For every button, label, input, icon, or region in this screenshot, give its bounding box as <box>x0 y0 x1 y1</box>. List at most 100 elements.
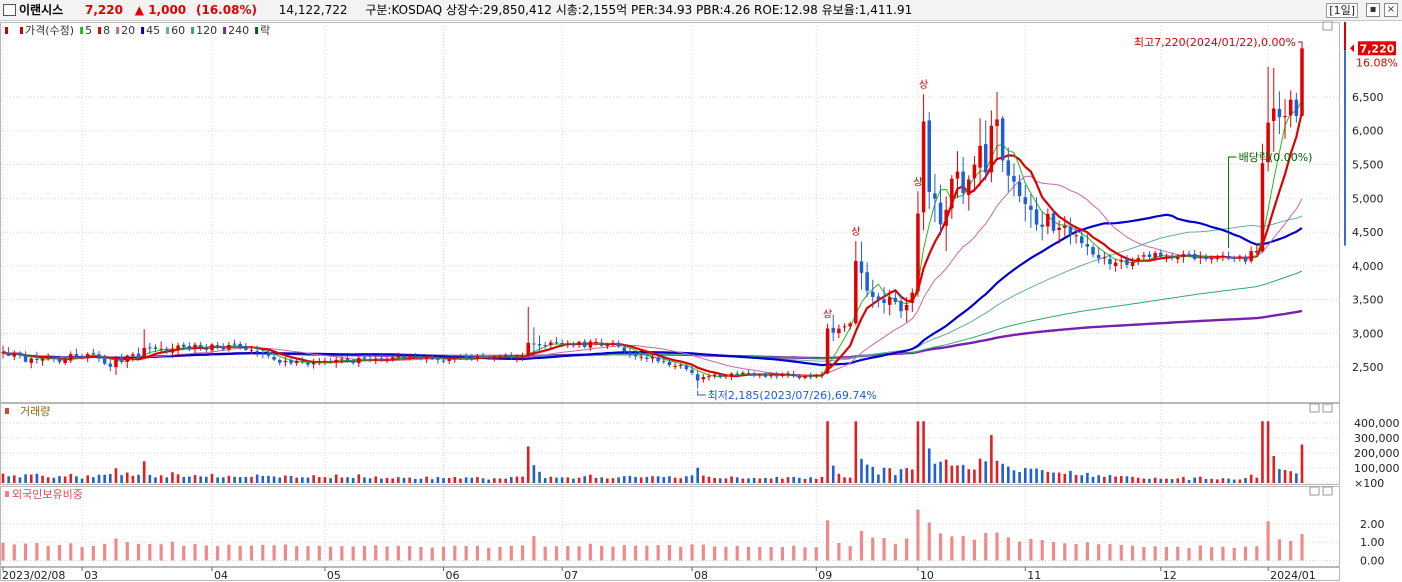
candle-body <box>306 362 310 365</box>
x-tick-label: 10 <box>920 569 934 582</box>
volume-bar <box>1255 477 1259 483</box>
price-y-tick-label: 6,500 <box>1352 91 1384 104</box>
volume-bar <box>724 478 728 483</box>
candle-body <box>577 341 581 345</box>
foreign-y-tick-label: 0.00 <box>1360 555 1385 568</box>
volume-bar <box>1261 421 1264 483</box>
volume-bar <box>272 476 276 483</box>
window-icon[interactable] <box>3 4 16 16</box>
candle-body <box>582 341 587 347</box>
candle-body <box>1164 256 1169 258</box>
foreign-bar <box>317 545 321 561</box>
candle-body <box>1266 122 1270 163</box>
volume-bar <box>1176 478 1180 483</box>
volume-bar <box>860 458 863 483</box>
foreign-bar <box>12 544 16 561</box>
x-tick-label: 09 <box>818 569 832 582</box>
candle-body <box>80 356 84 358</box>
foreign-bar <box>204 545 208 561</box>
legend-swatch <box>255 27 259 34</box>
candle-body <box>63 359 67 363</box>
volume-bar <box>668 476 671 483</box>
volume-bar <box>1278 469 1281 483</box>
foreign-bar <box>182 545 186 561</box>
candle-body <box>1046 213 1050 227</box>
candle-body <box>379 358 384 361</box>
volume-bar <box>837 473 841 483</box>
candle-body <box>1102 257 1107 259</box>
volume-bar <box>1193 477 1196 483</box>
legend-swatch <box>166 27 170 34</box>
volume-bar <box>86 475 90 483</box>
volume-bar <box>41 475 44 483</box>
candle-body <box>244 346 248 350</box>
foreign-bar <box>1130 545 1135 561</box>
foreign-bar <box>532 535 536 561</box>
foreign-bar <box>1255 546 1259 561</box>
volume-bar <box>1023 468 1027 483</box>
x-tick-label: 2024/01 <box>1270 569 1316 582</box>
volume-bar <box>397 477 400 483</box>
volume-bar <box>193 475 197 483</box>
candle-body <box>430 356 434 360</box>
candle-body <box>763 374 768 377</box>
candle-body <box>1006 160 1011 176</box>
candle-body <box>1215 257 1220 259</box>
volume-bar <box>1 473 5 483</box>
foreign-bar <box>35 542 39 561</box>
volume-bar <box>572 478 575 483</box>
candle-body <box>441 360 446 362</box>
candle-body <box>887 297 892 305</box>
candle-body <box>1142 255 1146 257</box>
volume-bar <box>284 475 287 483</box>
foreign-bar <box>1051 542 1056 561</box>
foreign-bar <box>1142 546 1146 561</box>
candle-body <box>724 375 728 377</box>
volume-bar <box>312 475 315 483</box>
volume-bar <box>707 476 711 483</box>
price-change: ▲ 1,000 <box>134 3 187 17</box>
volume-bar <box>1159 478 1163 483</box>
candle-body <box>808 376 813 378</box>
volume-bar <box>216 477 219 483</box>
candle-body <box>645 357 649 359</box>
volume-bar <box>205 476 208 483</box>
candle-body <box>656 357 660 362</box>
volume-bar <box>803 478 807 483</box>
volume-bar <box>1232 479 1236 483</box>
volume-bar <box>1204 479 1208 483</box>
volume-bar <box>1300 444 1304 483</box>
volume-bar <box>244 476 248 483</box>
foreign-bar <box>724 546 728 561</box>
period-selector[interactable]: [1일] <box>1326 3 1358 18</box>
candle-body <box>323 360 327 362</box>
candle-body <box>820 374 824 376</box>
candle-body <box>498 356 502 358</box>
foreign-bar <box>713 546 717 561</box>
volume-bar <box>374 476 378 483</box>
candle-body <box>204 347 209 350</box>
minimize-icon[interactable]: ▪ <box>1366 3 1380 17</box>
close-icon[interactable]: × <box>1384 3 1398 17</box>
panel-button <box>1322 486 1333 496</box>
candle-body <box>1192 254 1197 259</box>
volume-bar <box>696 467 699 483</box>
candle-body <box>1012 176 1016 182</box>
volume-bar <box>1035 468 1038 483</box>
foreign-bar <box>972 539 977 561</box>
candle-body <box>23 354 28 362</box>
candle-body <box>215 345 220 347</box>
foreign-bar <box>1 542 5 561</box>
candle-body <box>351 361 355 364</box>
volume-bar <box>735 477 739 483</box>
foreign-bar <box>1119 544 1123 561</box>
foreign-bar <box>261 544 265 561</box>
volume-bar <box>950 465 954 483</box>
volume-bar <box>606 478 609 483</box>
title-bar: 이랜시스 7,220 ▲ 1,000 (16.08%) 14,122,722 구… <box>0 0 1402 21</box>
volume-bar <box>820 476 824 483</box>
foreign-bar <box>1063 543 1067 561</box>
volume-bar <box>515 476 519 483</box>
candle-body <box>334 359 338 363</box>
limit-up-marker: 상 <box>913 176 922 188</box>
